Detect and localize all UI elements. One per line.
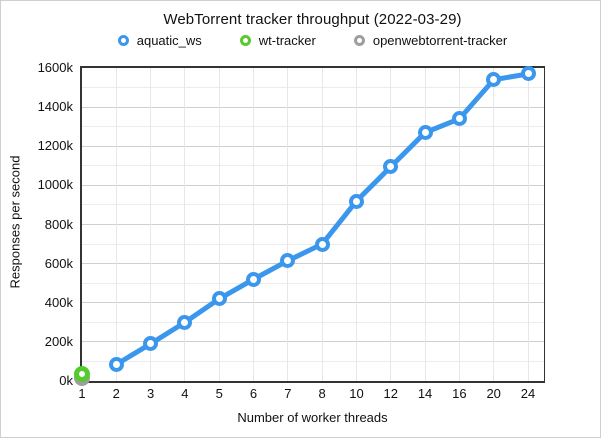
y-tick-label: 0k (59, 373, 73, 388)
legend-label: wt-tracker (258, 33, 316, 48)
gridline-vertical (253, 68, 255, 381)
data-point-aquatic_ws-5 (211, 291, 227, 307)
data-point-aquatic_ws-4 (177, 314, 193, 330)
y-tick-label: 1400k (37, 99, 73, 115)
x-tick-label: 20 (486, 386, 501, 401)
x-tick-label: 16 (452, 386, 467, 401)
gridline-vertical (458, 68, 460, 381)
x-tick-label: 7 (284, 386, 292, 401)
data-point-aquatic_ws-2 (108, 356, 124, 372)
y-tick-label: 1000k (37, 177, 73, 193)
data-point-aquatic_ws-20 (486, 72, 502, 88)
x-tick-label: 24 (520, 386, 536, 401)
gridline-horizontal (82, 243, 544, 245)
x-tick-label: 12 (383, 386, 398, 401)
data-point-aquatic_ws-10 (348, 193, 364, 209)
legend: aquatic_ws wt-tracker openwebtorrent-track… (81, 33, 544, 48)
legend-item-openwebtorrent-tracker: openwebtorrent-tracker (353, 33, 508, 48)
gridline-vertical (184, 68, 186, 381)
gridline-vertical (287, 68, 289, 381)
data-point-aquatic_ws-24 (520, 66, 536, 82)
gridline-vertical (493, 68, 495, 381)
gridline-horizontal (82, 126, 544, 128)
gridline-horizontal (82, 184, 544, 186)
legend-marker-icon (117, 35, 129, 46)
data-point-aquatic_ws-6 (246, 271, 262, 287)
legend-marker-icon (239, 35, 251, 46)
y-tick-label: 1600k (37, 60, 73, 75)
legend-marker-icon (353, 35, 365, 46)
y-tick-label: 1200k (37, 138, 73, 154)
gridline-horizontal (82, 87, 544, 89)
x-tick-label: 14 (417, 386, 433, 401)
x-axis-title: Number of worker threads (237, 410, 388, 425)
x-tick-label: 2 (112, 386, 120, 401)
plot-area (74, 66, 545, 387)
gridline-vertical (355, 68, 357, 381)
gridline-horizontal (82, 224, 544, 225)
data-point-aquatic_ws-3 (143, 336, 159, 352)
legend-label: aquatic_ws (136, 33, 202, 48)
x-tick-label: 6 (249, 386, 258, 401)
data-point-aquatic_ws-8 (314, 236, 330, 252)
gridline-horizontal (82, 204, 544, 206)
y-tick-label: 600k (44, 255, 73, 271)
gridline-horizontal (82, 302, 544, 304)
gridline-vertical (424, 68, 426, 381)
line-aquatic_ws (113, 71, 531, 367)
gridline-vertical (150, 68, 152, 381)
gridline-horizontal (82, 145, 544, 147)
gridline-horizontal (82, 165, 544, 167)
gridline-horizontal (82, 360, 544, 362)
gridline-vertical (321, 68, 323, 381)
data-point-aquatic_ws-14 (417, 125, 433, 141)
gridline-vertical (527, 68, 529, 381)
data-point-wt-tracker-1 (74, 366, 90, 383)
x-tick-label: 4 (181, 386, 189, 401)
gridline-vertical (218, 68, 220, 381)
x-tick-label: 10 (349, 386, 364, 401)
gridline-vertical (390, 68, 392, 381)
data-point-aquatic_ws-12 (383, 159, 399, 175)
gridline-horizontal (82, 282, 544, 284)
gridline-horizontal (82, 341, 544, 343)
y-tick-label: 400k (44, 294, 73, 310)
x-tick-label: 3 (146, 386, 155, 401)
y-tick-label: 800k (44, 216, 73, 232)
gridline-horizontal (82, 106, 544, 108)
x-tick-label: 1 (78, 386, 86, 401)
legend-item-wt-tracker: wt-tracker (239, 33, 316, 48)
y-tick-label: 200k (44, 333, 73, 349)
legend-item-aquatic_ws: aquatic_ws (117, 33, 202, 48)
gridline-horizontal (82, 321, 544, 323)
data-point-aquatic_ws-7 (280, 253, 296, 269)
gridline-horizontal (82, 263, 544, 265)
x-tick-label: 5 (215, 386, 223, 401)
gridline-vertical (115, 68, 117, 381)
x-tick-label: 8 (318, 386, 326, 401)
chart-title: WebTorrent tracker throughput (2022-03-2… (163, 11, 462, 28)
data-point-aquatic_ws-16 (451, 111, 467, 127)
legend-label: openwebtorrent-tracker (372, 33, 508, 48)
